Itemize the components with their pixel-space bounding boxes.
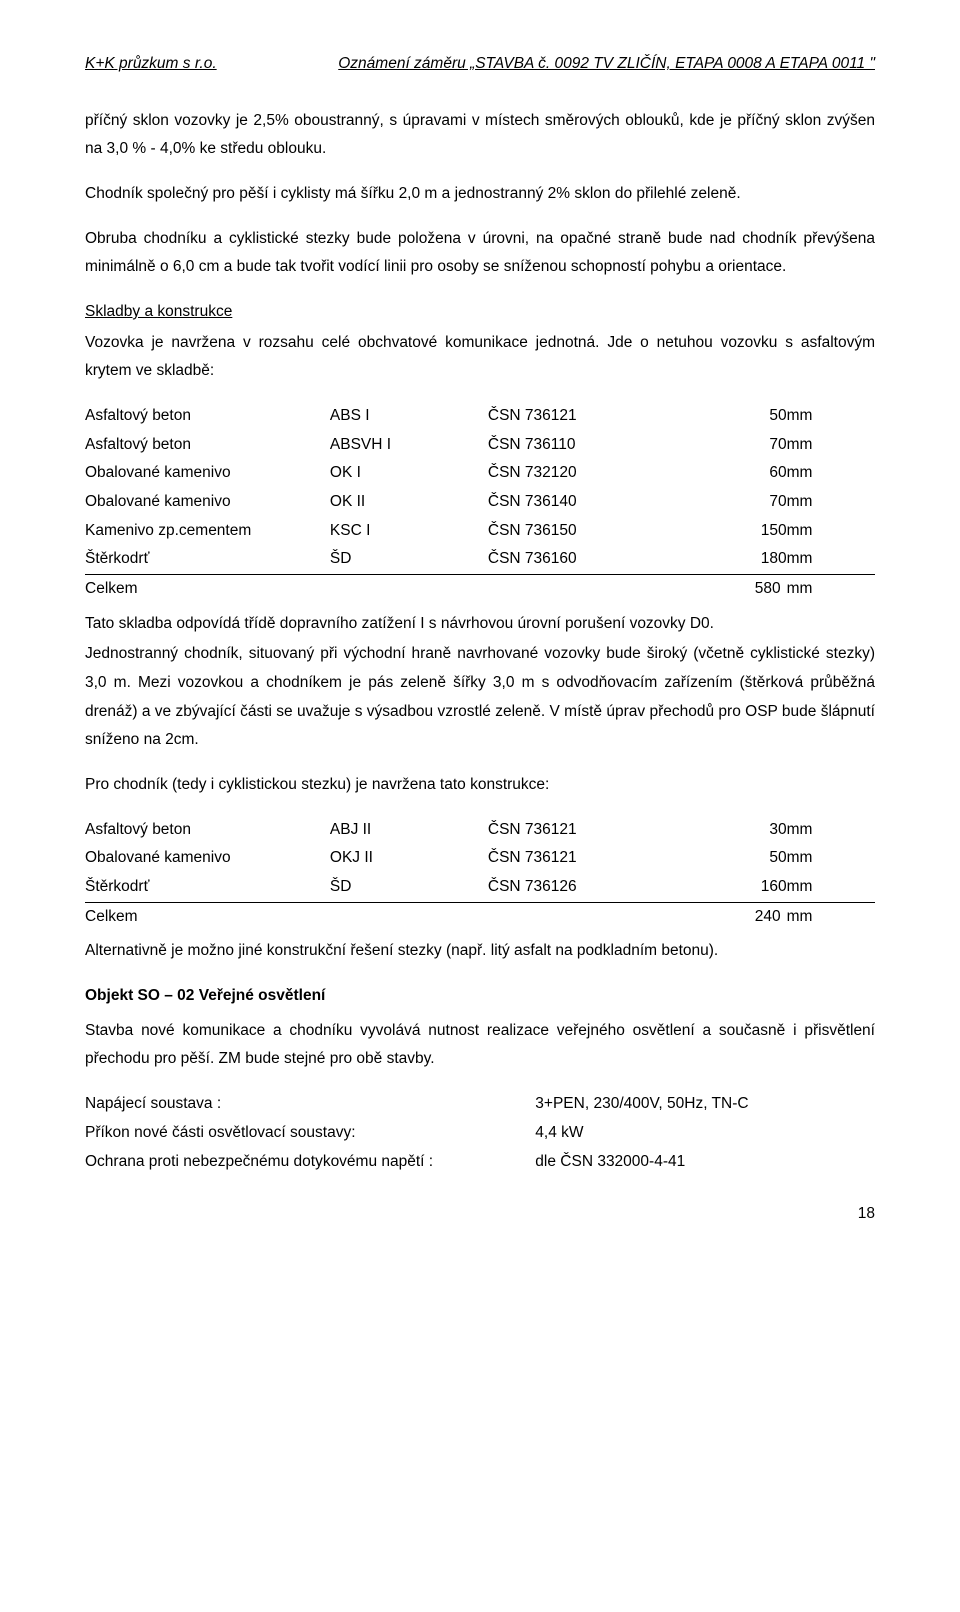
cell-unit: mm xyxy=(787,517,875,546)
cell-csn: ČSN 736121 xyxy=(488,402,678,431)
kv-row: Ochrana proti nebezpečnému dotykovému na… xyxy=(85,1148,875,1177)
table-row: Asfaltový betonABS IČSN 73612150mm xyxy=(85,402,875,431)
header-left: K+K průzkum s r.o. xyxy=(85,50,217,79)
cell-material: Asfaltový beton xyxy=(85,431,330,460)
cell-total-label: Celkem xyxy=(85,575,330,604)
cell-code: KSC I xyxy=(330,517,488,546)
cell-csn: ČSN 736140 xyxy=(488,488,678,517)
cell-thickness: 180 xyxy=(677,545,786,574)
table-row: Obalované kamenivoOK IČSN 73212060mm xyxy=(85,459,875,488)
kv-key: Napájecí soustava : xyxy=(85,1090,535,1119)
paragraph: Obruba chodníku a cyklistické stezky bud… xyxy=(85,225,875,282)
cell-thickness: 160 xyxy=(677,873,786,902)
kv-value: 3+PEN, 230/400V, 50Hz, TN-C xyxy=(535,1090,875,1119)
paragraph: Pro chodník (tedy i cyklistickou stezku)… xyxy=(85,771,875,800)
kv-key: Ochrana proti nebezpečnému dotykovému na… xyxy=(85,1148,535,1177)
cell-material: Asfaltový beton xyxy=(85,816,330,845)
kv-value: 4,4 kW xyxy=(535,1119,875,1148)
table-row: Asfaltový betonABJ IIČSN 73612130mm xyxy=(85,816,875,845)
cell-material: Štěrkodrť xyxy=(85,545,330,574)
cell-thickness: 50 xyxy=(677,402,786,431)
table-total-row: Celkem 580mm xyxy=(85,575,875,604)
cell-unit: mm xyxy=(787,816,875,845)
cell-code: ABSVH I xyxy=(330,431,488,460)
cell-unit: mm xyxy=(787,545,875,574)
cell-unit: mm xyxy=(787,431,875,460)
cell-total-unit: mm xyxy=(787,575,875,604)
kv-row: Napájecí soustava :3+PEN, 230/400V, 50Hz… xyxy=(85,1090,875,1119)
cell-code: ŠD xyxy=(330,873,488,902)
cell-material: Kamenivo zp.cementem xyxy=(85,517,330,546)
kv-list: Napájecí soustava :3+PEN, 230/400V, 50Hz… xyxy=(85,1090,875,1176)
cell-code: OKJ II xyxy=(330,844,488,873)
page-number: 18 xyxy=(85,1200,875,1229)
cell-csn: ČSN 736110 xyxy=(488,431,678,460)
layers-table-2: Asfaltový betonABJ IIČSN 73612130mmObalo… xyxy=(85,816,875,932)
cell-material: Štěrkodrť xyxy=(85,873,330,902)
cell-csn: ČSN 736121 xyxy=(488,816,678,845)
cell-total-thickness: 240 xyxy=(677,902,786,931)
cell-thickness: 50 xyxy=(677,844,786,873)
page-header: K+K průzkum s r.o. Oznámení záměru „STAV… xyxy=(85,50,875,79)
cell-total-label: Celkem xyxy=(85,902,330,931)
cell-code: OK II xyxy=(330,488,488,517)
table-row: Obalované kamenivoOKJ IIČSN 73612150mm xyxy=(85,844,875,873)
cell-unit: mm xyxy=(787,402,875,431)
cell-material: Obalované kamenivo xyxy=(85,488,330,517)
cell-unit: mm xyxy=(787,873,875,902)
cell-unit: mm xyxy=(787,488,875,517)
cell-thickness: 30 xyxy=(677,816,786,845)
layers-table-1: Asfaltový betonABS IČSN 73612150mmAsfalt… xyxy=(85,402,875,604)
section-title: Skladby a konstrukce xyxy=(85,298,875,327)
paragraph: Alternativně je možno jiné konstrukční ř… xyxy=(85,937,875,966)
cell-thickness: 60 xyxy=(677,459,786,488)
kv-key: Příkon nové části osvětlovací soustavy: xyxy=(85,1119,535,1148)
table-row: ŠtěrkodrťŠDČSN 736126160mm xyxy=(85,873,875,902)
cell-code: ŠD xyxy=(330,545,488,574)
paragraph: příčný sklon vozovky je 2,5% oboustranný… xyxy=(85,107,875,164)
cell-code: ABS I xyxy=(330,402,488,431)
table-row: Asfaltový betonABSVH IČSN 73611070mm xyxy=(85,431,875,460)
kv-row: Příkon nové části osvětlovací soustavy:4… xyxy=(85,1119,875,1148)
table-total-row: Celkem 240mm xyxy=(85,902,875,931)
table-row: Obalované kamenivoOK IIČSN 73614070mm xyxy=(85,488,875,517)
cell-csn: ČSN 736121 xyxy=(488,844,678,873)
header-right: Oznámení záměru „STAVBA č. 0092 TV ZLIČÍ… xyxy=(338,50,875,79)
cell-csn: ČSN 736150 xyxy=(488,517,678,546)
cell-thickness: 70 xyxy=(677,431,786,460)
cell-csn: ČSN 732120 xyxy=(488,459,678,488)
kv-value: dle ČSN 332000-4-41 xyxy=(535,1148,875,1177)
cell-material: Asfaltový beton xyxy=(85,402,330,431)
paragraph: Jednostranný chodník, situovaný při vých… xyxy=(85,640,875,755)
object-title: Objekt SO – 02 Veřejné osvětlení xyxy=(85,982,875,1011)
cell-unit: mm xyxy=(787,844,875,873)
table-row: Kamenivo zp.cementemKSC IČSN 736150150mm xyxy=(85,517,875,546)
cell-unit: mm xyxy=(787,459,875,488)
cell-material: Obalované kamenivo xyxy=(85,844,330,873)
cell-thickness: 70 xyxy=(677,488,786,517)
cell-csn: ČSN 736126 xyxy=(488,873,678,902)
cell-thickness: 150 xyxy=(677,517,786,546)
paragraph: Tato skladba odpovídá třídě dopravního z… xyxy=(85,610,875,639)
paragraph: Chodník společný pro pěší i cyklisty má … xyxy=(85,180,875,209)
paragraph: Vozovka je navržena v rozsahu celé obchv… xyxy=(85,329,875,386)
cell-csn: ČSN 736160 xyxy=(488,545,678,574)
cell-material: Obalované kamenivo xyxy=(85,459,330,488)
cell-code: OK I xyxy=(330,459,488,488)
cell-total-unit: mm xyxy=(787,902,875,931)
paragraph: Stavba nové komunikace a chodníku vyvolá… xyxy=(85,1017,875,1074)
table-row: ŠtěrkodrťŠDČSN 736160180mm xyxy=(85,545,875,574)
cell-code: ABJ II xyxy=(330,816,488,845)
cell-total-thickness: 580 xyxy=(677,575,786,604)
